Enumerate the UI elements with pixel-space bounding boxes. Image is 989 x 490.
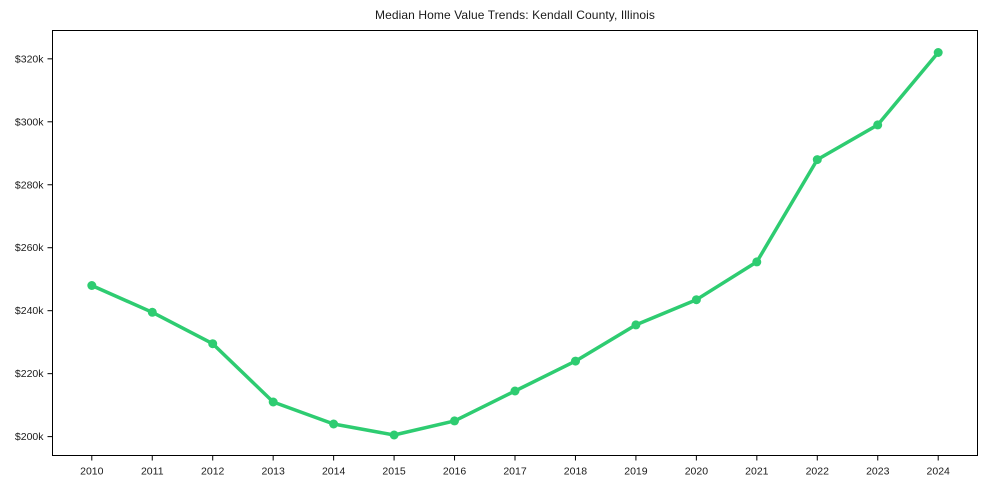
x-axis-tick-label: 2013 <box>261 466 285 478</box>
data-point-marker <box>933 48 943 57</box>
data-point-marker <box>631 320 641 330</box>
x-axis-tick-label: 2018 <box>564 466 588 478</box>
y-axis-tick-label: $220k <box>15 368 44 380</box>
x-axis-tick-label: 2012 <box>201 466 225 478</box>
data-point-marker <box>389 430 399 440</box>
data-point-marker <box>208 339 218 349</box>
data-point-marker <box>752 257 762 267</box>
y-axis-tick-label: $280k <box>15 179 44 191</box>
y-axis-tick-label: $200k <box>15 431 44 443</box>
data-point-marker <box>510 386 520 396</box>
x-axis-tick-label: 2022 <box>806 466 830 478</box>
data-point-marker <box>691 295 701 305</box>
data-point-marker <box>571 356 580 366</box>
x-axis-tick-label: 2017 <box>503 466 527 478</box>
x-axis-tick-label: 2014 <box>322 466 346 478</box>
x-axis-tick-label: 2016 <box>443 466 467 478</box>
y-axis-tick-label: $240k <box>15 305 44 317</box>
x-axis-tick-label: 2023 <box>866 466 890 478</box>
x-axis-tick-label: 2015 <box>382 466 406 478</box>
y-axis-tick-label: $320k <box>15 53 44 65</box>
chart-title: Median Home Value Trends: Kendall County… <box>374 8 656 22</box>
y-axis-tick-label: $300k <box>15 116 44 128</box>
data-point-marker <box>873 120 883 130</box>
x-axis-tick-label: 2010 <box>80 466 104 478</box>
data-point-marker <box>87 281 97 290</box>
data-point-marker <box>812 155 822 165</box>
x-axis-tick-label: 2020 <box>685 466 709 478</box>
x-axis-tick-label: 2011 <box>141 466 164 478</box>
data-point-marker <box>147 307 157 317</box>
y-axis-tick-label: $260k <box>15 242 44 254</box>
x-axis-tick-label: 2019 <box>624 466 648 478</box>
data-point-marker <box>268 397 278 407</box>
x-axis-tick-label: 2024 <box>927 466 951 478</box>
data-point-marker <box>450 416 459 426</box>
x-axis-tick-label: 2021 <box>745 466 769 478</box>
trend-line <box>90 50 940 437</box>
data-point-marker <box>329 419 339 429</box>
